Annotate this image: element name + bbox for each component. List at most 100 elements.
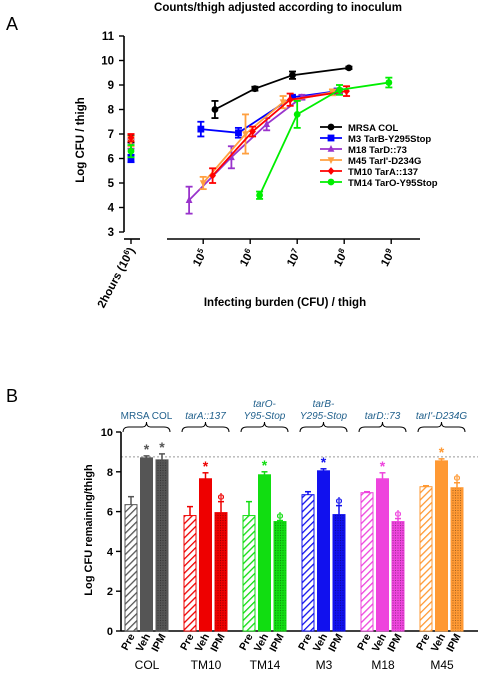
chart-a-legend-marker [327,157,335,164]
chart-a-point [385,79,393,86]
chart-b-strain-label: M18 [371,658,395,672]
chart-b-group-annotation: tarD::73 [365,411,401,422]
chart-b-bar-label: IPM [444,632,463,654]
chart-a-x-tick-label: 107 [283,246,304,268]
chart-b-y-tick-label: 10 [101,427,113,439]
chart-b-group-annotation: tarA::137 [185,411,226,422]
chart-b-bar-label: Veh [193,632,212,654]
chart-b-significance-mark: ϕ [395,509,402,519]
chart-b-y-tick-label: 4 [107,546,114,558]
chart-a-y-tick-label: 4 [108,203,115,215]
chart-a-x-tick-exp: 7 [289,246,299,255]
chart-b-bar [273,521,287,632]
chart-a-point [345,64,353,72]
chart-a-series-line [258,81,389,196]
chart-a-baseline-exp: 6 [121,248,131,257]
chart-a-point [251,85,259,93]
chart-a-x-tick-base: 10 [285,252,302,269]
chart-a-series [127,64,353,144]
chart-b-group-bracket [299,421,348,433]
chart-b-bar [332,514,346,632]
chart-b-significance-mark: * [321,454,327,470]
chart-b-bar-label: IPM [149,632,168,654]
chart-b-bar-label: Veh [252,632,271,654]
chart-a-point [263,120,271,127]
chart-a-legend-label: M3 TarB-Y295Stop [348,134,431,145]
chart-b-bar [214,512,228,632]
chart-a-legend-marker [327,123,335,131]
chart-b-significance-mark: * [262,457,268,473]
chart-a-x-tick-exp: 9 [383,246,393,255]
chart-a-series-line [200,90,338,134]
chart-b-ylabel: Log CFU remaining/thigh [83,464,95,596]
chart-a-xlabel: Infecting burden (CFU) / thigh [204,297,366,309]
chart-a-point [289,93,296,101]
chart-a-x-tick-label: 108 [330,246,351,268]
chart-a-baseline-close: ) [125,246,137,255]
chart-a-baseline-point [127,155,135,162]
chart-a-point [228,153,235,161]
chart-b-annotation-line: Y95-Stop [244,411,286,422]
chart-a-point [185,196,193,203]
chart-b-annotation-line: tarI'-D234G [416,411,468,422]
chart-a-legend-label: MRSA COL [348,123,399,134]
chart-b-bar-label: Veh [370,632,389,654]
chart-b-bar [199,478,212,632]
chart-a-x-tick-exp: 8 [336,246,346,255]
chart-a-point [256,191,263,199]
chart-b-group-bracket [417,421,466,433]
chart-b-bar [317,470,330,632]
chart-a-baseline-text: 2hours (10 [96,253,134,310]
chart-b-bar-label: IPM [267,632,286,654]
chart-a-y-tick-label: 11 [102,31,115,43]
chart-a-x-tick-base: 10 [191,252,208,269]
chart-b-bar-label: IPM [326,632,345,654]
chart-a-x-tick-label: 109 [377,246,398,268]
chart-b-bar-label: Veh [134,632,153,654]
chart-a-legend-marker [327,178,335,186]
chart-b-bar [140,457,153,632]
chart-b-bar [419,486,433,632]
chart-b-bar [391,521,405,632]
chart-a-x-tick-label: 106 [236,246,257,268]
chart-a-series [127,76,393,200]
chart-b-significance-mark: ϕ [277,511,284,521]
chart-a-x-tick-base: 10 [238,252,255,269]
chart-a-y-tick-label: 3 [108,227,114,239]
chart-b-annotation-line: tarD::73 [365,411,401,422]
chart-b-significance-mark: ϕ [336,496,343,506]
chart-a-y-tick-label: 9 [108,80,114,92]
chart-b-strain-label: M45 [430,658,454,672]
chart-a-point [197,125,205,133]
chart-b-bar-label: Veh [311,632,330,654]
chart-b-y-tick-label: 8 [107,467,113,479]
chart-b-bar [155,459,169,632]
chart-b-bar [435,460,448,632]
chart-b-group-bracket [358,421,407,433]
chart-b-bar [258,474,271,632]
panel-b-label: B [6,386,18,406]
chart-a-point [249,127,256,136]
chart-a-legend-label: M45 TarI'-D234G [348,156,421,167]
chart-b-group-bracket [240,421,289,433]
chart-b-group-annotation: tarB-Y295-Stop [300,399,348,422]
chart-b-bar-label: Veh [429,632,448,654]
chart-b-significance-mark: * [439,444,445,460]
chart-b-significance-mark: ϕ [218,492,225,502]
chart-a-y-tick-label: 5 [108,178,115,190]
chart-b-bar-label: IPM [385,632,404,654]
chart-a-point [235,129,242,137]
chart-a-point [293,111,301,118]
chart-a-legend-marker [327,134,335,142]
chart-a-legend-label: TM14 TarO-Y95Stop [348,178,438,189]
chart-b-significance-mark: * [144,441,150,457]
chart-b-bar [183,515,197,632]
chart-a-baseline-tick-label: 2hours (106) [94,245,138,310]
